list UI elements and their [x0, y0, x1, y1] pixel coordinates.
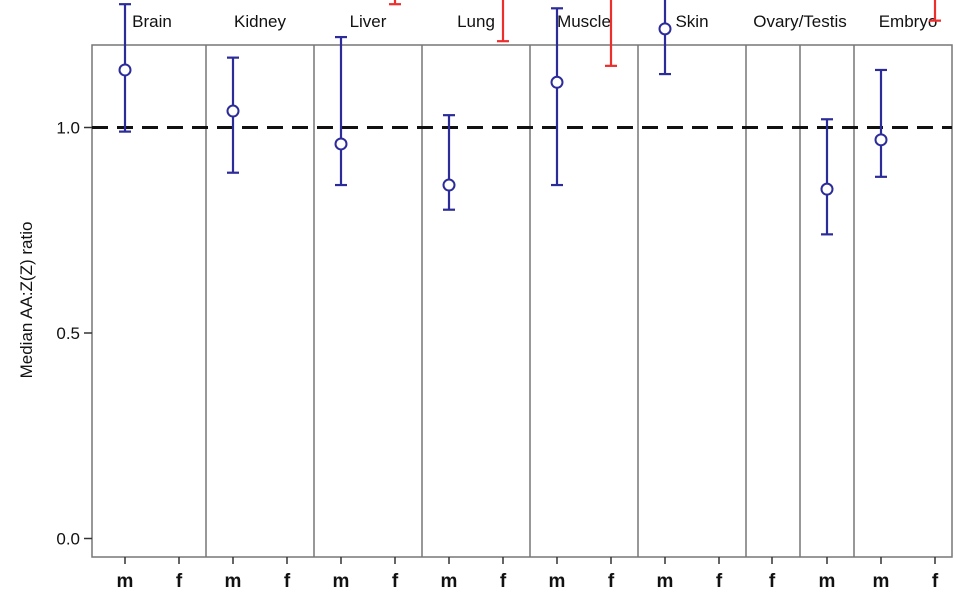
median-point	[874, 133, 888, 147]
x-tick-label: m	[657, 571, 674, 592]
x-tick-label: m	[549, 571, 566, 592]
plot-frame	[91, 44, 953, 558]
median-point	[658, 22, 672, 36]
median-point	[550, 75, 564, 89]
x-tick-label: f	[769, 571, 776, 592]
x-tick-label: f	[608, 571, 615, 592]
x-tick-label: m	[225, 571, 242, 592]
panel-title: Kidney	[234, 12, 286, 31]
x-tick-label: m	[441, 571, 458, 592]
x-tick-label: m	[873, 571, 890, 592]
y-tick-label: 0.5	[56, 324, 80, 343]
x-tick-label: f	[176, 571, 183, 592]
panel-title: Muscle	[557, 12, 611, 31]
x-tick-label: f	[716, 571, 723, 592]
median-point	[442, 178, 456, 192]
x-tick-label: f	[500, 571, 507, 592]
median-point	[118, 63, 132, 77]
panel-title: Skin	[675, 12, 708, 31]
x-tick-label: m	[117, 571, 134, 592]
x-tick-label: f	[284, 571, 291, 592]
panel-title: Liver	[350, 12, 387, 31]
x-tick-label: f	[392, 571, 399, 592]
y-tick-label: 0.0	[56, 530, 80, 549]
x-tick-label: m	[819, 571, 836, 592]
median-point	[820, 182, 834, 196]
median-point	[334, 137, 348, 151]
panel-title: Brain	[132, 12, 172, 31]
x-tick-label: f	[932, 571, 939, 592]
panel-title: Lung	[457, 12, 495, 31]
y-tick-label: 1.0	[56, 119, 80, 138]
median-point	[226, 104, 240, 118]
y-axis-label: Median AA:Z(Z) ratio	[17, 222, 36, 379]
x-tick-label: m	[333, 571, 350, 592]
panel-title: Ovary/Testis	[753, 12, 847, 31]
panel-title: Embryo	[879, 12, 938, 31]
